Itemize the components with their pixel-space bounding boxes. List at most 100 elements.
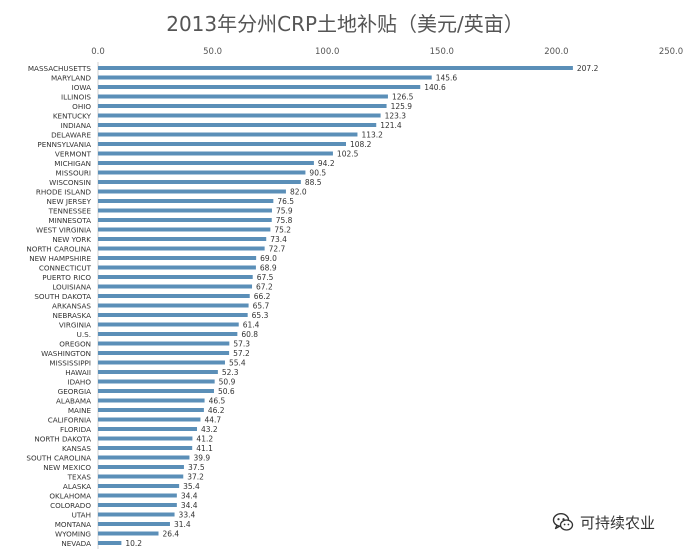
bar <box>98 360 225 365</box>
x-tick-label: 50.0 <box>203 47 222 57</box>
category-label: VIRGINIA <box>59 321 91 330</box>
bar <box>98 85 421 89</box>
category-label: MASSACHUSETTS <box>28 64 92 73</box>
bar <box>98 313 248 317</box>
value-label: 76.5 <box>277 197 294 206</box>
category-label: OKLAHOMA <box>49 492 91 501</box>
value-label: 102.5 <box>337 150 359 159</box>
category-label: KENTUCKY <box>53 112 92 121</box>
bar <box>98 341 230 346</box>
bar <box>98 408 204 412</box>
bar <box>98 284 253 289</box>
value-label: 34.4 <box>181 501 198 510</box>
bar <box>98 199 274 203</box>
category-label: MARYLAND <box>51 74 92 83</box>
bar <box>98 208 272 213</box>
value-label: 37.5 <box>188 463 205 472</box>
value-label: 126.5 <box>392 93 414 102</box>
category-label: GEORGIA <box>58 387 91 396</box>
x-tick-label: 0.0 <box>91 47 105 57</box>
category-label: ILLINOIS <box>61 93 91 102</box>
value-label: 37.2 <box>187 473 204 482</box>
category-label: MISSOURI <box>56 169 91 178</box>
category-label: RHODE ISLAND <box>36 188 92 197</box>
category-label: SOUTH CAROLINA <box>26 454 91 463</box>
category-label: NEW MEXICO <box>43 463 91 472</box>
bar <box>98 474 184 479</box>
bar <box>98 370 218 374</box>
bar <box>98 180 301 184</box>
bar <box>98 398 205 403</box>
category-label: WISCONSIN <box>49 178 91 187</box>
bar <box>98 379 215 384</box>
category-label: NEBRASKA <box>52 311 91 320</box>
value-label: 50.9 <box>219 378 236 387</box>
category-label: INDIANA <box>61 121 91 130</box>
category-label: OHIO <box>72 102 91 111</box>
bar <box>98 265 256 270</box>
value-label: 67.5 <box>257 273 274 282</box>
category-label: U.S. <box>77 330 91 339</box>
category-label: PUERTO RICO <box>42 273 91 282</box>
category-label: WEST VIRGINIA <box>36 226 91 235</box>
category-label: FLORIDA <box>60 425 91 434</box>
value-label: 207.2 <box>577 64 599 73</box>
value-label: 82.0 <box>290 188 307 197</box>
category-label: IOWA <box>72 83 91 92</box>
category-label: ALASKA <box>63 482 91 491</box>
value-label: 41.2 <box>196 435 213 444</box>
value-label: 39.9 <box>193 454 210 463</box>
category-label: MISSISSIPPI <box>49 359 91 368</box>
value-label: 68.9 <box>260 264 277 273</box>
value-label: 52.3 <box>222 368 239 377</box>
category-label: NORTH DAKOTA <box>34 435 91 444</box>
bar <box>98 94 388 99</box>
value-label: 73.4 <box>270 235 287 244</box>
bar <box>98 465 184 469</box>
bar <box>98 322 239 327</box>
value-label: 65.3 <box>252 311 269 320</box>
value-label: 44.7 <box>204 416 221 425</box>
value-label: 67.2 <box>256 283 273 292</box>
category-label: TENNESSEE <box>48 207 92 216</box>
bar <box>98 484 180 488</box>
category-label: MONTANA <box>55 520 91 529</box>
bar <box>98 104 387 108</box>
bar <box>98 351 230 355</box>
value-label: 10.2 <box>125 539 142 548</box>
value-label: 88.5 <box>305 178 322 187</box>
value-label: 65.7 <box>253 302 270 311</box>
x-tick-label: 200.0 <box>544 47 568 57</box>
category-label: CONNECTICUT <box>39 264 92 273</box>
bar <box>98 142 346 146</box>
value-label: 61.4 <box>243 321 260 330</box>
value-label: 57.3 <box>233 340 250 349</box>
chart-title: 2013年分州CRP土地补贴（美元/英亩） <box>166 12 524 36</box>
value-label: 46.2 <box>208 406 225 415</box>
value-label: 75.9 <box>276 207 293 216</box>
category-label: TEXAS <box>67 473 92 482</box>
bar <box>98 541 122 545</box>
category-label: NEVADA <box>61 539 91 548</box>
category-label: WASHINGTON <box>41 349 91 358</box>
bar <box>98 531 159 536</box>
bar <box>98 446 193 450</box>
category-label: ARKANSAS <box>52 302 91 311</box>
value-label: 55.4 <box>229 359 246 368</box>
category-label: HAWAII <box>65 368 91 377</box>
category-label: NEW HAMPSHIRE <box>29 254 91 263</box>
bars: MASSACHUSETTS 207.2 MARYLAND 145.6 IOWA 140.6… <box>26 64 598 548</box>
value-label: 35.4 <box>183 482 200 491</box>
category-label: LOUISIANA <box>52 283 91 292</box>
bar <box>98 389 214 393</box>
value-label: 43.2 <box>201 425 218 434</box>
category-label: NEW JERSEY <box>47 197 92 206</box>
category-label: KANSAS <box>62 444 91 453</box>
bar <box>98 427 198 431</box>
category-label: VERMONT <box>55 150 92 159</box>
bar <box>98 227 271 232</box>
value-label: 140.6 <box>424 83 446 92</box>
x-tick-label: 250.0 <box>659 47 683 57</box>
bar <box>98 294 250 298</box>
x-tick-label: 100.0 <box>315 47 339 57</box>
